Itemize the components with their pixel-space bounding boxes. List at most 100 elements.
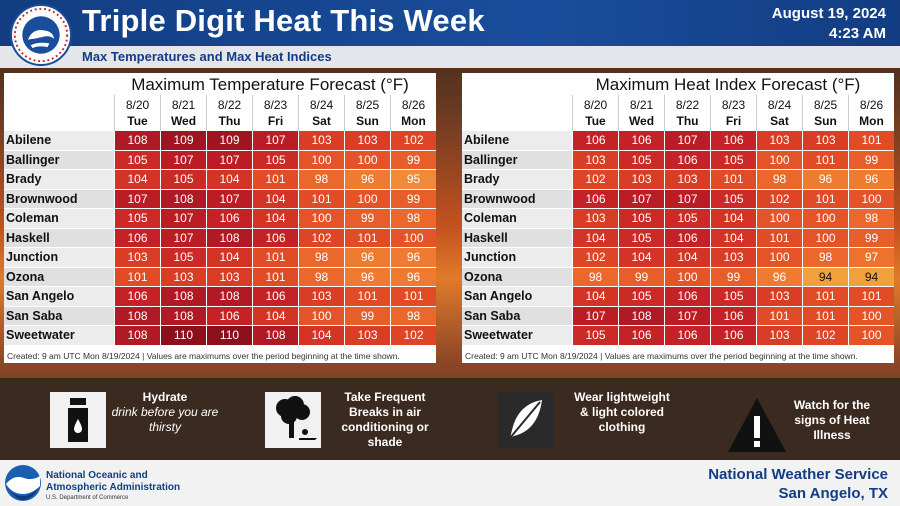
forecast-value: 99 [848, 228, 894, 248]
forecast-value: 100 [298, 150, 344, 170]
forecast-value: 100 [344, 150, 390, 170]
forecast-value: 99 [618, 267, 664, 287]
forecast-value: 106 [664, 228, 710, 248]
forecast-value: 102 [298, 228, 344, 248]
column-day: Tue [585, 114, 606, 128]
column-day: Sun [814, 114, 837, 128]
table-row: Ballinger 105 107 107 105 100 100 99 [4, 150, 436, 170]
city-name: Ozona [462, 267, 572, 287]
forecast-value: 98 [390, 209, 436, 229]
forecast-value: 108 [114, 306, 160, 326]
forecast-value: 108 [160, 189, 206, 209]
corner-cell [4, 95, 114, 131]
forecast-value: 100 [848, 326, 894, 346]
city-name: Haskell [4, 228, 114, 248]
forecast-value: 99 [390, 150, 436, 170]
forecast-value: 107 [664, 306, 710, 326]
column-header: 8/20 Tue [572, 95, 618, 131]
column-header: 8/23 Fri [252, 95, 298, 131]
tip-take-breaks: Take Frequent Breaks in air conditioning… [265, 378, 445, 460]
forecast-value: 104 [252, 189, 298, 209]
forecast-value: 101 [756, 228, 802, 248]
city-name: Ballinger [4, 150, 114, 170]
forecast-value: 101 [344, 287, 390, 307]
forecast-value: 106 [252, 228, 298, 248]
subtitle: Max Temperatures and Max Heat Indices [82, 49, 332, 64]
table-row: San Saba 107 108 107 106 101 101 100 [462, 306, 894, 326]
forecast-value: 100 [664, 267, 710, 287]
forecast-value: 105 [160, 248, 206, 268]
forecast-value: 109 [160, 131, 206, 151]
forecast-value: 105 [618, 287, 664, 307]
forecast-value: 103 [206, 267, 252, 287]
table-row: Coleman 103 105 105 104 100 100 98 [462, 209, 894, 229]
column-header: 8/20 Tue [114, 95, 160, 131]
forecast-value: 106 [114, 287, 160, 307]
forecast-value: 105 [710, 287, 756, 307]
forecast-value: 103 [344, 131, 390, 151]
forecast-value: 100 [298, 209, 344, 229]
column-header: 8/25 Sun [802, 95, 848, 131]
forecast-value: 104 [618, 248, 664, 268]
forecast-value: 105 [618, 209, 664, 229]
forecast-value: 101 [848, 287, 894, 307]
forecast-value: 104 [572, 228, 618, 248]
forecast-value: 102 [802, 326, 848, 346]
forecast-value: 101 [390, 287, 436, 307]
office-location: San Angelo, TX [778, 485, 888, 502]
header-bar: Triple Digit Heat This Week August 19, 2… [0, 0, 900, 46]
forecast-value: 100 [756, 209, 802, 229]
forecast-value: 107 [114, 189, 160, 209]
forecast-value: 95 [390, 170, 436, 190]
tip-hydrate: Hydrate drink before you are thirsty [50, 378, 220, 460]
forecast-value: 106 [252, 287, 298, 307]
column-header: 8/24 Sat [756, 95, 802, 131]
table-row: Ozona 98 99 100 99 96 94 94 [462, 267, 894, 287]
forecast-value: 100 [848, 189, 894, 209]
heat-index-table: 8/20 Tue 8/21 Wed 8/22 Thu 8/23 Fri 8/24 Sat 8/25 S… [462, 95, 894, 346]
table-row: Sweetwater 108 110 110 108 104 103 102 [4, 326, 436, 346]
column-day: Sun [356, 114, 379, 128]
forecast-value: 103 [572, 209, 618, 229]
forecast-value: 103 [572, 150, 618, 170]
forecast-value: 99 [344, 209, 390, 229]
column-date: 8/21 [171, 98, 196, 112]
table-row: Abilene 108 109 109 107 103 103 102 [4, 131, 436, 151]
footnote: Created: 9 am UTC Mon 8/19/2024 | Values… [465, 351, 858, 361]
table-row: Junction 102 104 104 103 100 98 97 [462, 248, 894, 268]
city-name: Ozona [4, 267, 114, 287]
column-day: Wed [170, 114, 197, 128]
forecast-value: 107 [160, 209, 206, 229]
column-date: 8/20 [125, 98, 150, 112]
subtitle-bar: Max Temperatures and Max Heat Indices [0, 46, 900, 68]
header-row: 8/20 Tue 8/21 Wed 8/22 Thu 8/23 Fri 8/24 Sat 8/25 S… [462, 95, 894, 131]
tip-heading: Hydrate [142, 390, 188, 404]
date-label: August 19, 2024 [771, 5, 886, 22]
forecast-value: 100 [298, 306, 344, 326]
header-row: 8/20 Tue 8/21 Wed 8/22 Thu 8/23 Fri 8/24 Sat 8/25 S… [4, 95, 436, 131]
forecast-value: 99 [390, 189, 436, 209]
forecast-value: 104 [710, 209, 756, 229]
forecast-value: 106 [710, 326, 756, 346]
forecast-value: 101 [802, 150, 848, 170]
max-heat-index-panel: Maximum Heat Index Forecast (°F) 8/20 Tue… [462, 73, 894, 363]
page-title: Triple Digit Heat This Week [82, 3, 485, 38]
column-date: 8/24 [767, 98, 792, 112]
forecast-value: 101 [756, 306, 802, 326]
table-row: Brady 102 103 103 101 98 96 96 [462, 170, 894, 190]
table-row: Junction 103 105 104 101 98 96 96 [4, 248, 436, 268]
forecast-value: 102 [390, 326, 436, 346]
forecast-value: 98 [572, 267, 618, 287]
column-header: 8/22 Thu [664, 95, 710, 131]
tip-heading: Watch for the signs of Heat Illness [793, 398, 871, 442]
forecast-value: 105 [114, 150, 160, 170]
city-name: Brady [4, 170, 114, 190]
noaa-logo [4, 464, 42, 502]
forecast-value: 98 [848, 209, 894, 229]
table-body: Abilene 106 106 107 106 103 103 101 Ballinger 103… [462, 131, 894, 346]
city-name: Ballinger [462, 150, 572, 170]
column-day: Fri [725, 114, 742, 128]
forecast-value: 107 [206, 150, 252, 170]
forecast-value: 103 [756, 326, 802, 346]
forecast-value: 108 [618, 306, 664, 326]
